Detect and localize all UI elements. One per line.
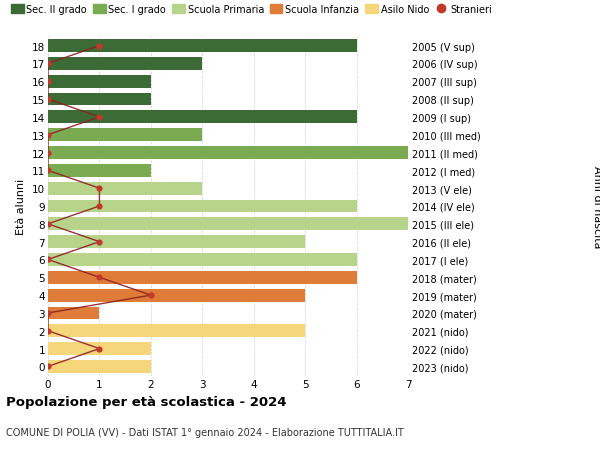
Y-axis label: Età alunni: Età alunni <box>16 179 26 235</box>
Bar <box>48 342 151 355</box>
Bar <box>48 129 202 142</box>
Bar <box>48 289 305 302</box>
Text: Anni di nascita: Anni di nascita <box>592 165 600 248</box>
Bar <box>48 271 356 284</box>
Bar <box>48 307 100 319</box>
Bar <box>48 182 202 195</box>
Bar <box>48 58 202 71</box>
Legend: Sec. II grado, Sec. I grado, Scuola Primaria, Scuola Infanzia, Asilo Nido, Stran: Sec. II grado, Sec. I grado, Scuola Prim… <box>11 5 492 15</box>
Bar <box>48 94 151 106</box>
Bar <box>48 147 408 160</box>
Text: COMUNE DI POLIA (VV) - Dati ISTAT 1° gennaio 2024 - Elaborazione TUTTITALIA.IT: COMUNE DI POLIA (VV) - Dati ISTAT 1° gen… <box>6 427 404 437</box>
Bar <box>48 218 408 231</box>
Bar <box>48 253 356 266</box>
Bar <box>48 236 305 248</box>
Bar <box>48 111 356 124</box>
Bar <box>48 76 151 89</box>
Bar <box>48 165 151 177</box>
Bar <box>48 200 356 213</box>
Bar <box>48 325 305 337</box>
Bar <box>48 360 151 373</box>
Bar <box>48 40 356 53</box>
Text: Popolazione per età scolastica - 2024: Popolazione per età scolastica - 2024 <box>6 395 287 408</box>
